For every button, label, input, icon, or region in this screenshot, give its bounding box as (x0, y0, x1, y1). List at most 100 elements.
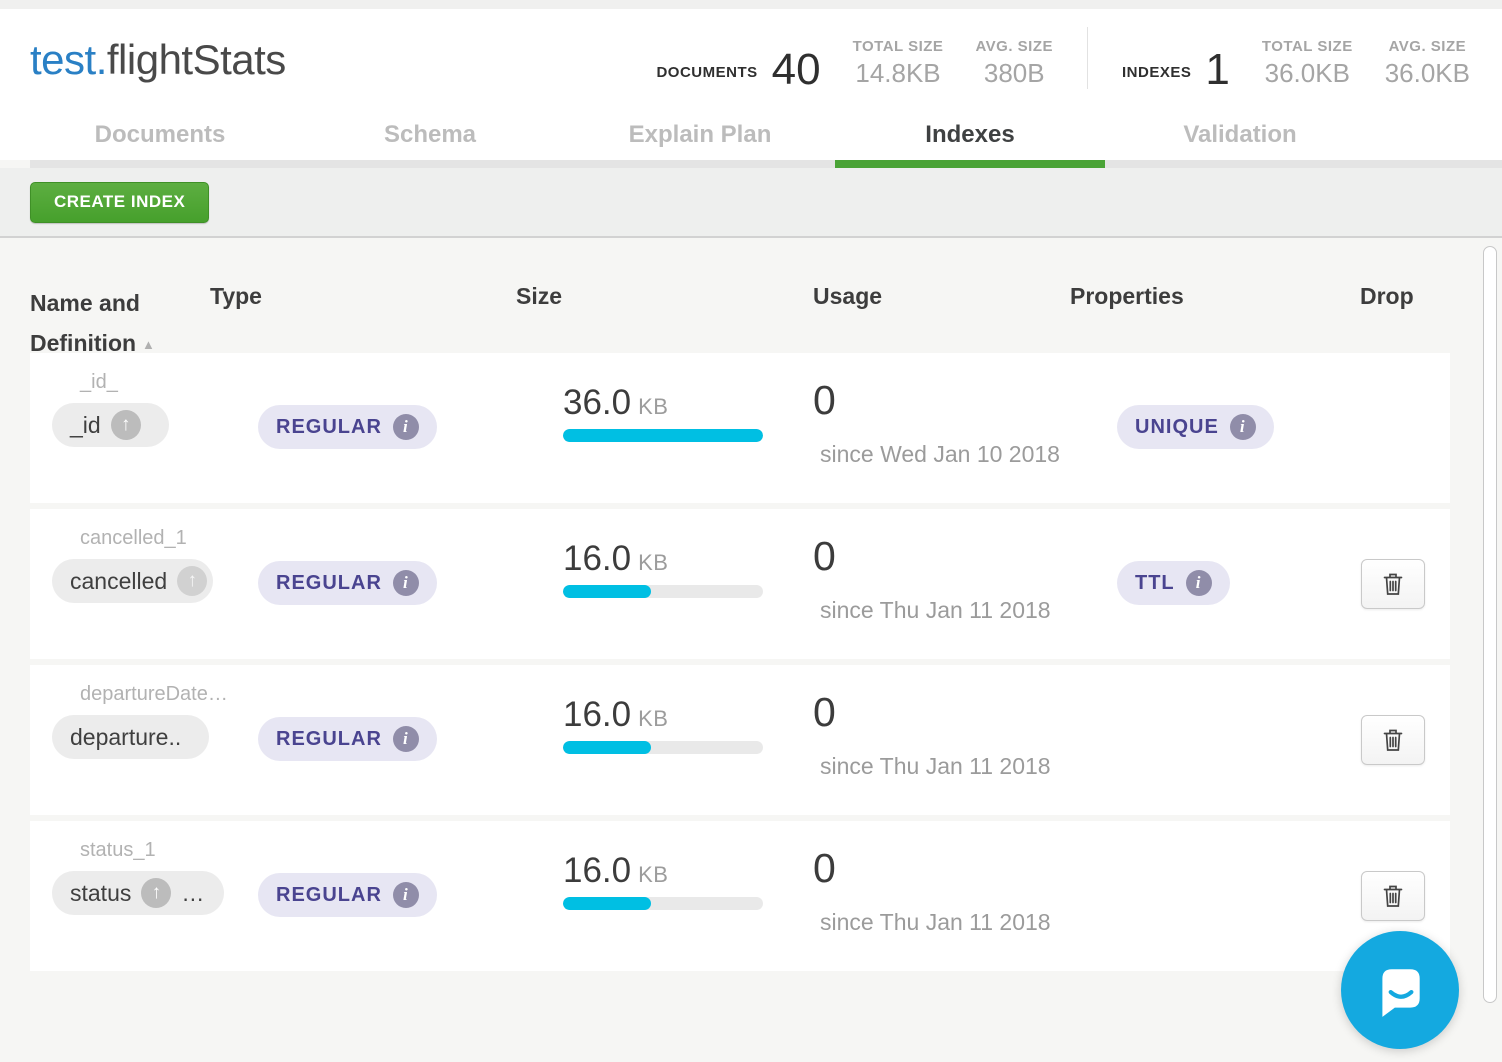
index-row-cancelled: cancelled_1 cancelled ↑ REGULAR i 16.0 KB… (30, 509, 1450, 659)
info-icon[interactable]: i (1229, 414, 1256, 440)
documents-total-size-value: 14.8KB (855, 57, 941, 88)
index-size-unit: KB (638, 394, 669, 419)
tab-documents[interactable]: Documents (94, 121, 226, 148)
index-type-badge: REGULAR i (258, 405, 437, 449)
indexes-table: Name and Definition ▲ Type Size Usage Pro… (0, 238, 1502, 1003)
info-icon[interactable]: i (392, 726, 419, 752)
info-icon[interactable]: i (392, 570, 419, 596)
indexes-stat: INDEXES 1 (1122, 45, 1230, 95)
usage-since: since Thu Jan 11 2018 (820, 753, 1051, 779)
stats-divider (1087, 26, 1089, 89)
indexes-label: INDEXES (1122, 63, 1192, 81)
indexes-count: 1 (1205, 45, 1230, 95)
collection-header: test.flightStats DOCUMENTS 40 TOTAL SIZE… (0, 9, 1502, 110)
tab-underline-track (30, 160, 1502, 168)
window-top-strip (0, 0, 1502, 9)
sort-ascending-icon: ↑ (177, 566, 208, 596)
collection-title: test.flightStats (30, 36, 286, 84)
definition-ellipsis: … (181, 879, 207, 906)
collection-name: flightStats (106, 35, 286, 83)
info-icon[interactable]: i (392, 414, 419, 440)
size-bar-track (563, 897, 763, 910)
indexes-avg-size-stat: AVG. SIZE 36.0KB (1385, 38, 1470, 89)
vertical-scrollbar-thumb[interactable] (1483, 246, 1497, 1003)
size-bar-fill (563, 585, 651, 598)
info-icon[interactable]: i (392, 882, 419, 908)
tab-schema[interactable]: Schema (383, 121, 477, 148)
column-header-size: Size (516, 283, 563, 309)
tab-indexes[interactable]: Indexes (925, 121, 1015, 148)
documents-avg-size-value: 380B (983, 57, 1045, 88)
drop-index-button[interactable] (1361, 559, 1425, 609)
documents-count: 40 (771, 45, 821, 95)
index-size: 16.0 KB (563, 539, 669, 578)
trash-icon (1383, 573, 1403, 595)
column-header-properties: Properties (1070, 283, 1184, 309)
usage-since: since Thu Jan 11 2018 (820, 597, 1051, 623)
trash-icon (1383, 885, 1403, 907)
drop-index-button[interactable] (1361, 871, 1425, 921)
index-property-badge: TTL i (1117, 561, 1230, 605)
index-row-status: status_1 status ↑ … REGULAR i 16.0 KB 0 s… (30, 821, 1450, 971)
chat-bubble-icon (1382, 969, 1420, 1017)
index-type-badge: REGULAR i (258, 873, 437, 917)
chat-launcher-button[interactable] (1341, 931, 1459, 1049)
documents-stat: DOCUMENTS 40 (656, 45, 821, 95)
indexes-total-size-stat: TOTAL SIZE 36.0KB (1262, 38, 1353, 89)
index-name: status_1 (80, 839, 156, 861)
tab-explain-plan[interactable]: Explain Plan (628, 121, 772, 148)
usage-count: 0 (813, 689, 836, 735)
index-definition-pill: cancelled ↑ (52, 559, 214, 603)
index-field-name: _id (70, 411, 101, 438)
usage-since: since Wed Jan 10 2018 (820, 441, 1060, 467)
documents-total-size-stat: TOTAL SIZE 14.8KB (853, 38, 944, 89)
documents-total-size-label: TOTAL SIZE (852, 37, 944, 55)
usage-since: since Thu Jan 11 2018 (820, 909, 1051, 935)
namespace-separator: . (95, 35, 108, 83)
indexes-table-header: Name and Definition ▲ Type Size Usage Pro… (0, 238, 1502, 356)
index-field-name: cancelled (70, 567, 168, 594)
sort-ascending-icon: ↑ (141, 878, 172, 908)
size-bar-fill (563, 897, 651, 910)
index-name: _id_ (80, 371, 118, 393)
index-definition-pill: status ↑ … (52, 871, 225, 915)
index-size-unit: KB (638, 550, 669, 575)
index-name: departureDate… (80, 683, 228, 705)
index-field-name: departure.. (70, 723, 182, 750)
create-index-button[interactable]: CREATE INDEX (30, 181, 210, 223)
usage-count: 0 (813, 533, 836, 579)
drop-index-button[interactable] (1361, 715, 1425, 765)
indexes-total-size-label: TOTAL SIZE (1261, 37, 1353, 55)
size-bar-fill (563, 741, 651, 754)
index-type-badge: REGULAR i (258, 561, 437, 605)
size-bar-track (563, 585, 763, 598)
usage-count: 0 (813, 845, 836, 891)
index-size-unit: KB (638, 862, 669, 887)
size-bar-track (563, 429, 763, 442)
collection-tab-bar: Documents Schema Explain Plan Indexes Va… (0, 110, 1502, 160)
indexes-toolbar: CREATE INDEX (0, 168, 1502, 238)
size-bar-fill (563, 429, 763, 442)
index-size: 16.0 KB (563, 695, 669, 734)
documents-avg-size-stat: AVG. SIZE 380B (975, 38, 1053, 89)
sort-asc-icon: ▲ (142, 337, 155, 353)
tab-validation[interactable]: Validation (1183, 121, 1297, 148)
indexes-avg-size-value: 36.0KB (1384, 57, 1470, 88)
documents-label: DOCUMENTS (656, 63, 758, 81)
index-size: 16.0 KB (563, 851, 669, 890)
index-definition-pill: departure.. ↑ (52, 715, 210, 759)
index-type-badge: REGULAR i (258, 717, 437, 761)
database-name: test (30, 35, 96, 83)
index-row-id: _id_ _id ↑ REGULAR i 36.0 KB 0 since Wed … (30, 353, 1450, 503)
index-field-name: status (70, 879, 132, 906)
column-header-type: Type (210, 283, 262, 309)
column-header-drop: Drop (1360, 283, 1414, 309)
indexes-avg-size-label: AVG. SIZE (1388, 37, 1467, 55)
index-size: 36.0 KB (563, 383, 669, 422)
usage-count: 0 (813, 377, 836, 423)
collection-stats: DOCUMENTS 40 TOTAL SIZE 14.8KB AVG. SIZE… (656, 26, 1470, 95)
info-icon[interactable]: i (1185, 570, 1212, 596)
size-bar-track (563, 741, 763, 754)
index-definition-pill: _id ↑ (52, 403, 169, 447)
column-header-name-and-definition[interactable]: Name and Definition ▲ (30, 290, 155, 357)
